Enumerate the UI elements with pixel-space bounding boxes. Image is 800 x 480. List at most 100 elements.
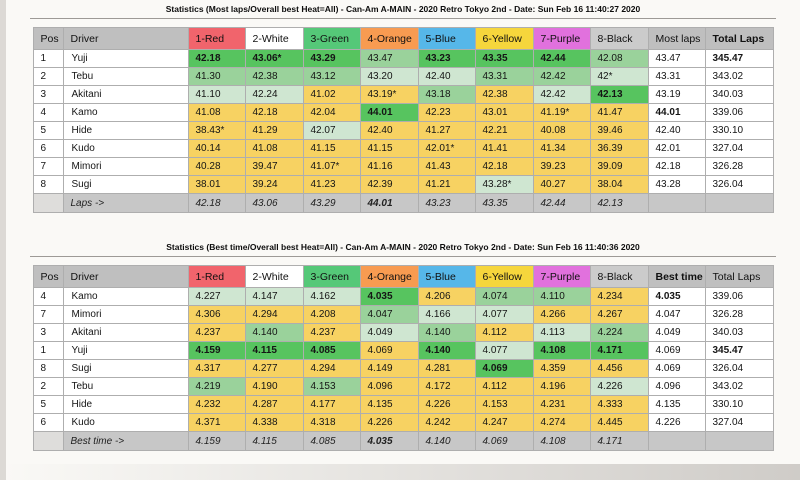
lane-result-cell: 4.140 xyxy=(244,323,304,342)
lane-header-6-yellow: 6-Yellow xyxy=(474,265,534,288)
lane-header-8-black: 8-Black xyxy=(589,27,649,50)
total-laps-cell: 345.47 xyxy=(704,49,774,68)
lane-result-cell: 42.44 xyxy=(532,49,591,68)
footer-label-cell: Best time -> xyxy=(62,431,189,451)
lane-result-cell: 44.01 xyxy=(359,103,419,122)
lane-result-cell: 4.281 xyxy=(417,359,476,378)
total-laps-cell: 340.03 xyxy=(704,323,774,342)
footer-empty-cell xyxy=(704,431,774,451)
total-laps-cell: 327.04 xyxy=(704,413,774,432)
driver-row: 7 Mimori 40.28 39.47 41.07* 41.16 41.43 42.18 39… xyxy=(32,157,774,176)
lane-result-cell: 4.456 xyxy=(589,359,649,378)
title-divider xyxy=(30,18,776,19)
most-laps-cell: 44.01 xyxy=(647,103,706,122)
most-laps-cell: 42.18 xyxy=(647,157,706,176)
summary-footer-row: Laps -> 42.18 43.06 43.29 44.01 43.23 43.35 42.… xyxy=(32,193,774,213)
title-divider xyxy=(30,256,776,257)
most-laps-cell: 42.01 xyxy=(647,139,706,158)
lane-result-cell: 42.23 xyxy=(417,103,476,122)
lane-result-cell: 4.226 xyxy=(359,413,419,432)
lane-result-cell: 41.15 xyxy=(302,139,361,158)
lane-result-cell: 4.224 xyxy=(589,323,649,342)
scan-edge-artifact xyxy=(0,0,6,480)
lane-result-cell: 42.18 xyxy=(244,103,304,122)
best-time-table: Pos Driver 1-Red 2-White 3-Green 4-Orange 5-Bl… xyxy=(32,265,774,451)
best-time-cell: 4.049 xyxy=(647,323,706,342)
lane-header-2-white: 2-White xyxy=(244,265,304,288)
pos-cell: 5 xyxy=(32,121,64,140)
total-laps-cell: 327.04 xyxy=(704,139,774,158)
lane-result-cell: 4.232 xyxy=(187,395,246,414)
lane-result-cell: 38.01 xyxy=(187,175,246,194)
total-laps-cell: 340.03 xyxy=(704,85,774,104)
lane-result-cell: 43.18 xyxy=(417,85,476,104)
driver-row: 3 Akitani 41.10 42.24 41.02 43.19* 43.18 42.38 4… xyxy=(32,85,774,104)
driver-row: 3 Akitani 4.237 4.140 4.237 4.049 4.140 4.112 4.… xyxy=(32,323,774,342)
lane-result-cell: 41.27 xyxy=(417,121,476,140)
lane-header-3-green: 3-Green xyxy=(302,27,361,50)
total-laps-cell: 330.10 xyxy=(704,395,774,414)
header-row: Pos Driver 1-Red 2-White 3-Green 4-Orange 5-Bl… xyxy=(32,27,774,50)
footer-empty-cell xyxy=(647,193,706,213)
footer-value-cell: 4.069 xyxy=(474,431,534,451)
pos-cell: 5 xyxy=(32,395,64,414)
lane-result-cell: 4.166 xyxy=(417,305,476,324)
lane-result-cell: 39.24 xyxy=(244,175,304,194)
total-laps-cell: 326.04 xyxy=(704,359,774,378)
lane-result-cell: 4.153 xyxy=(474,395,534,414)
best-time-cell: 4.047 xyxy=(647,305,706,324)
lane-result-cell: 4.159 xyxy=(187,341,246,360)
lane-result-cell: 4.115 xyxy=(244,341,304,360)
lane-result-cell: 4.359 xyxy=(532,359,591,378)
lane-result-cell: 4.069 xyxy=(359,341,419,360)
lane-result-cell: 4.077 xyxy=(474,305,534,324)
total-laps-cell: 326.04 xyxy=(704,175,774,194)
lane-result-cell: 4.140 xyxy=(417,323,476,342)
pos-cell: 3 xyxy=(32,85,64,104)
lane-result-cell: 4.445 xyxy=(589,413,649,432)
best-time-cell: 4.135 xyxy=(647,395,706,414)
lane-header-5-blue: 5-Blue xyxy=(417,27,476,50)
lane-result-cell: 4.226 xyxy=(417,395,476,414)
pos-cell: 3 xyxy=(32,323,64,342)
lane-result-cell: 41.08 xyxy=(244,139,304,158)
footer-empty-cell xyxy=(704,193,774,213)
footer-label-cell: Laps -> xyxy=(62,193,189,213)
lane-header-7-purple: 7-Purple xyxy=(532,27,591,50)
lane-result-cell: 4.237 xyxy=(302,323,361,342)
lane-result-cell: 4.172 xyxy=(417,377,476,396)
lane-header-4-orange: 4-Orange xyxy=(359,265,419,288)
scan-edge-artifact xyxy=(0,464,800,480)
lane-result-cell: 4.306 xyxy=(187,305,246,324)
best-time-cell: 4.226 xyxy=(647,413,706,432)
lane-result-cell: 41.21 xyxy=(417,175,476,194)
driver-row: 2 Tebu 4.219 4.190 4.153 4.096 4.172 4.112 4.196… xyxy=(32,377,774,396)
driver-cell: Mimori xyxy=(62,305,189,324)
lane-result-cell: 4.226 xyxy=(589,377,649,396)
lane-result-cell: 41.43 xyxy=(417,157,476,176)
lane-result-cell: 4.140 xyxy=(417,341,476,360)
pos-cell: 7 xyxy=(32,305,64,324)
lane-result-cell: 41.29 xyxy=(244,121,304,140)
driver-row: 7 Mimori 4.306 4.294 4.208 4.047 4.166 4.077 4.2… xyxy=(32,305,774,324)
lane-result-cell: 40.08 xyxy=(532,121,591,140)
lane-result-cell: 4.069 xyxy=(474,359,534,378)
pos-cell: 1 xyxy=(32,341,64,360)
lane-result-cell: 4.242 xyxy=(417,413,476,432)
driver-cell: Hide xyxy=(62,395,189,414)
lane-result-cell: 4.190 xyxy=(244,377,304,396)
lane-result-cell: 43.20 xyxy=(359,67,419,86)
pos-cell: 1 xyxy=(32,49,64,68)
total-laps-cell: 326.28 xyxy=(704,157,774,176)
driver-cell: Sugi xyxy=(62,359,189,378)
lane-result-cell: 42.39 xyxy=(359,175,419,194)
lane-result-cell: 4.153 xyxy=(302,377,361,396)
footer-value-cell: 42.44 xyxy=(532,193,591,213)
most-laps-cell: 43.19 xyxy=(647,85,706,104)
lane-result-cell: 41.07* xyxy=(302,157,361,176)
lane-result-cell: 4.277 xyxy=(244,359,304,378)
pos-cell: 4 xyxy=(32,287,64,306)
total-laps-cell: 339.06 xyxy=(704,287,774,306)
lane-result-cell: 4.112 xyxy=(474,323,534,342)
pos-cell: 8 xyxy=(32,359,64,378)
